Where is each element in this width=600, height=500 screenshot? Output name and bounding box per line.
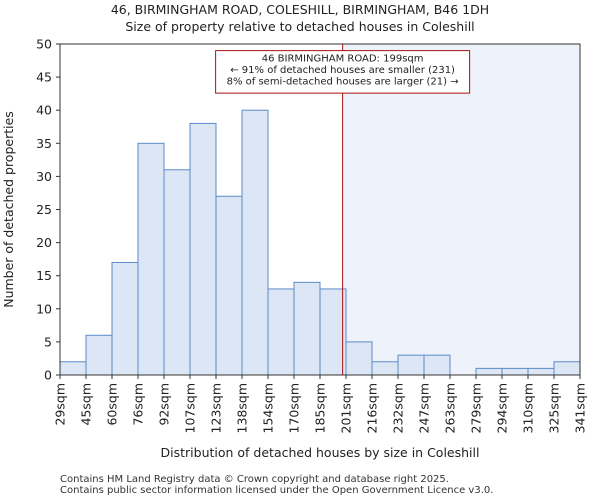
histogram-bar [371, 361, 399, 376]
x-tick-label: 170sqm [287, 383, 302, 433]
histogram-bar [189, 122, 217, 376]
x-tick-label: 294sqm [495, 383, 510, 433]
histogram-bar [293, 281, 321, 376]
histogram-bar [501, 367, 529, 376]
histogram-bar [215, 195, 243, 376]
x-tick-label: 216sqm [365, 383, 380, 433]
histogram-bar [111, 261, 139, 376]
x-tick-label: 325sqm [547, 383, 562, 433]
x-tick-label: 263sqm [443, 383, 458, 433]
y-axis-label: Number of detached properties [1, 111, 16, 308]
y-tick-label: 25 [36, 202, 52, 217]
x-tick-label: 232sqm [391, 383, 406, 433]
x-tick-label: 45sqm [79, 383, 94, 426]
x-tick-label: 154sqm [261, 383, 276, 433]
annotation-line: 46 BIRMINGHAM ROAD: 199sqm [262, 54, 424, 65]
x-tick-label: 247sqm [417, 383, 432, 433]
histogram-bar [319, 288, 347, 376]
histogram-bar [397, 354, 425, 376]
x-tick-label: 341sqm [573, 383, 588, 433]
chart-title-subtitle: Size of property relative to detached ho… [125, 19, 475, 34]
chart-title-address: 46, BIRMINGHAM ROAD, COLESHILL, BIRMINGH… [110, 2, 490, 17]
x-tick-label: 279sqm [469, 383, 484, 433]
x-tick-label: 138sqm [235, 383, 250, 433]
histogram-bar [85, 334, 113, 376]
x-tick-label: 76sqm [131, 383, 146, 426]
y-tick-label: 50 [36, 37, 52, 52]
annotation-box [215, 50, 471, 94]
y-tick-label: 15 [36, 268, 52, 283]
footer-copyright: Contains HM Land Registry data © Crown c… [60, 474, 449, 485]
footer-licence: Contains public sector information licen… [60, 485, 494, 496]
y-tick-label: 10 [36, 301, 52, 316]
annotation-line: 8% of semi-detached houses are larger (2… [227, 77, 459, 88]
histogram-bar [475, 367, 503, 376]
y-tick-label: 5 [44, 334, 52, 349]
y-tick-label: 0 [44, 368, 52, 383]
y-tick-label: 20 [36, 235, 52, 250]
x-tick-label: 123sqm [209, 383, 224, 433]
histogram-bar [241, 109, 269, 376]
x-axis-label: Distribution of detached houses by size … [161, 445, 480, 460]
histogram-bar [553, 361, 581, 376]
y-tick-label: 35 [36, 136, 52, 151]
x-tick-label: 201sqm [339, 383, 354, 433]
x-tick-label: 310sqm [521, 383, 536, 433]
histogram-bar [345, 341, 373, 376]
histogram-bar [423, 354, 451, 376]
x-tick-label: 92sqm [157, 383, 172, 426]
y-tick-label: 45 [36, 70, 52, 85]
annotation-line: ← 91% of detached houses are smaller (23… [230, 65, 455, 76]
histogram-bar [267, 288, 295, 376]
histogram-bar [527, 367, 555, 376]
y-tick-label: 30 [36, 169, 52, 184]
histogram-bar [137, 142, 165, 376]
x-tick-label: 60sqm [105, 383, 120, 426]
histogram-bar [59, 361, 87, 376]
x-tick-label: 29sqm [53, 383, 68, 426]
histogram-bar [163, 169, 191, 376]
y-tick-label: 40 [36, 103, 52, 118]
highlight-region [342, 44, 580, 375]
x-tick-label: 185sqm [313, 383, 328, 433]
x-tick-label: 107sqm [183, 383, 198, 433]
